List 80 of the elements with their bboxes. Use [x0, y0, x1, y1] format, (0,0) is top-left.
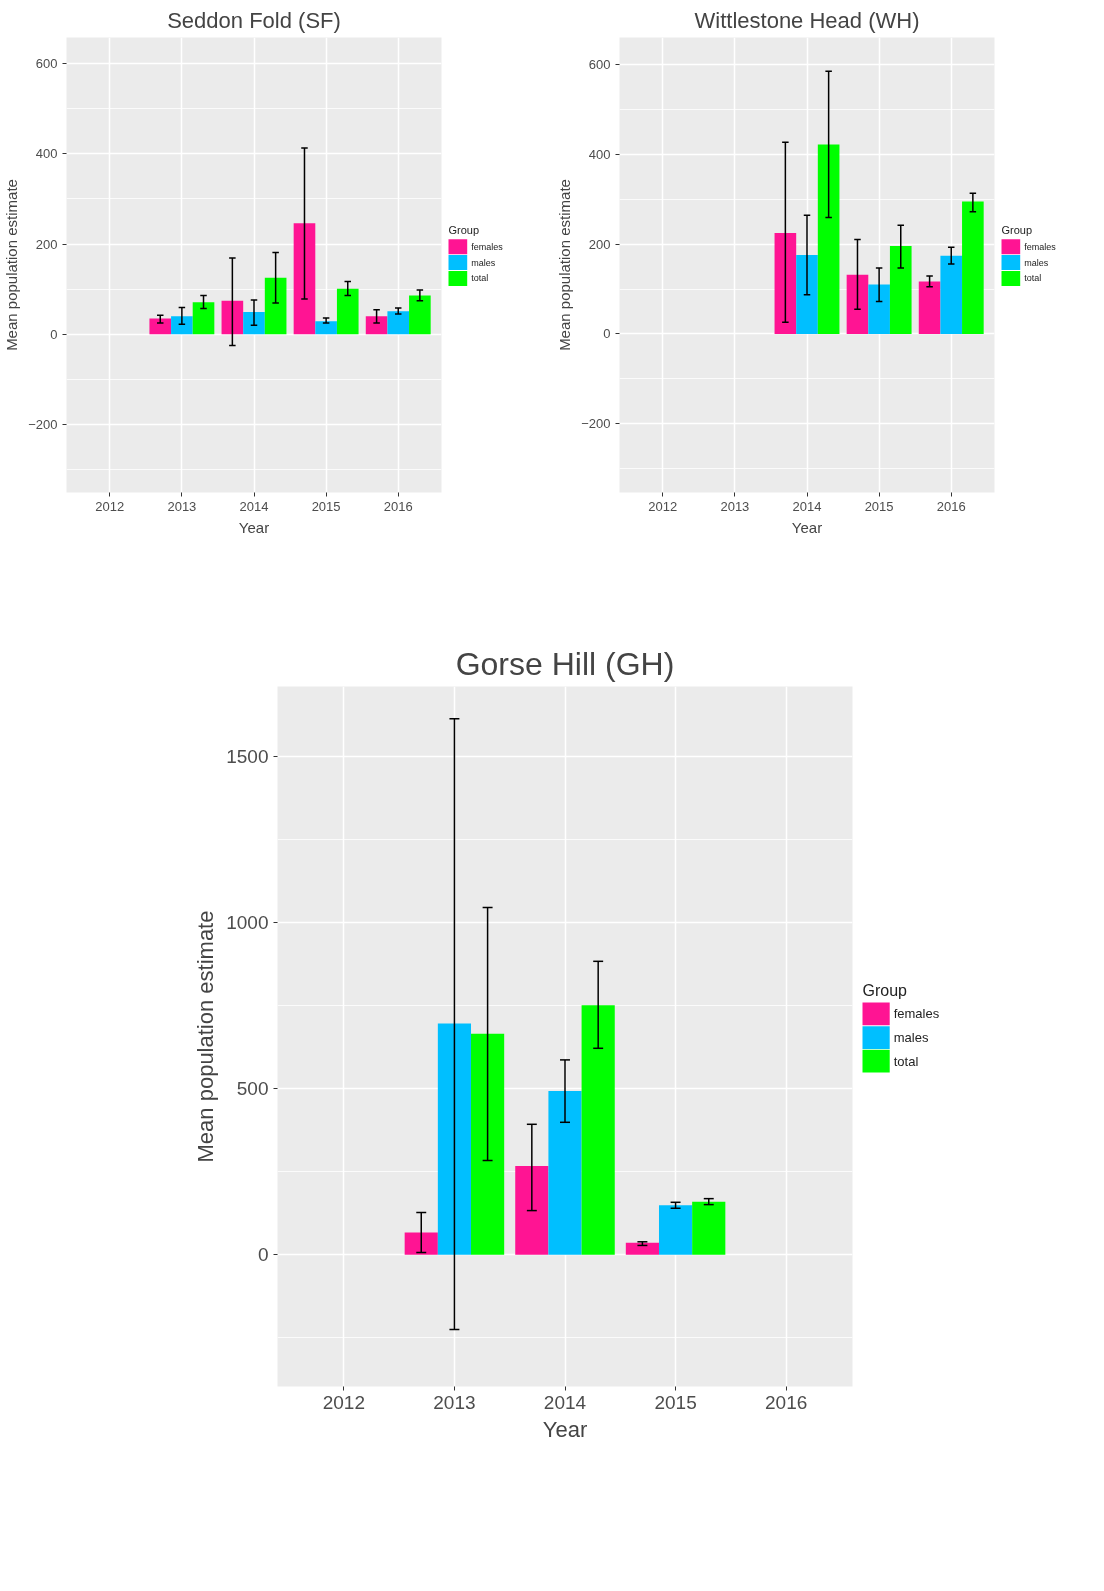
bar [409, 295, 431, 335]
y-tick-label: 400 [588, 146, 611, 162]
y-tick-label: 1000 [226, 912, 269, 934]
bar [548, 1091, 582, 1255]
bar [336, 288, 359, 335]
bar [365, 316, 388, 335]
legend-label: total [471, 273, 489, 284]
x-tick-label: 2012 [322, 1391, 365, 1413]
bar [868, 284, 890, 334]
bar [243, 312, 265, 335]
y-tick-label: −200 [28, 416, 58, 432]
x-tick-label: 2016 [936, 498, 966, 514]
legend-label: total [893, 1053, 919, 1069]
x-tick-label: 2015 [311, 498, 341, 514]
chart-title: Wittlestone Head (WH) [694, 7, 920, 33]
x-tick-label: 2015 [864, 498, 894, 514]
legend-title: Group [448, 224, 480, 237]
legend-label: females [471, 241, 504, 252]
y-tick-label: 200 [35, 236, 58, 252]
bar [918, 281, 941, 334]
y-tick-label: −200 [581, 416, 611, 432]
y-tick-label: 400 [35, 146, 58, 162]
x-axis-title: Year [238, 518, 270, 536]
bar [437, 1023, 472, 1255]
bar [515, 1166, 549, 1255]
bar [581, 1005, 615, 1255]
y-tick-label: 600 [35, 56, 58, 72]
y-axis-title: Mean population estimate [193, 910, 219, 1163]
x-tick-label: 2016 [765, 1391, 808, 1413]
y-tick-label: 200 [588, 236, 611, 252]
bar [471, 1033, 505, 1255]
chart-title: Seddon Fold (SF) [167, 7, 341, 33]
y-tick-label: 0 [50, 326, 58, 342]
bar [774, 232, 797, 334]
x-tick-label: 2015 [654, 1391, 697, 1413]
bar [387, 311, 410, 335]
y-axis-title: Mean population estimate [556, 179, 574, 351]
bar [404, 1232, 438, 1255]
bar [846, 274, 869, 334]
bar [293, 223, 316, 335]
legend-title: Group [1001, 224, 1033, 237]
y-tick-label: 1500 [226, 746, 269, 768]
x-tick-label: 2016 [383, 498, 413, 514]
legend-label: males [893, 1030, 929, 1046]
legend-label: females [893, 1006, 940, 1022]
y-tick-label: 600 [588, 56, 611, 72]
y-axis-title: Mean population estimate [3, 179, 21, 351]
bar [817, 144, 840, 334]
bar [658, 1205, 693, 1255]
legend-label: total [1024, 273, 1042, 284]
bar [692, 1201, 726, 1255]
legend-label: males [1024, 257, 1049, 268]
x-tick-label: 2014 [792, 498, 822, 514]
x-tick-label: 2012 [648, 498, 678, 514]
x-tick-label: 2014 [239, 498, 269, 514]
bar [889, 245, 912, 334]
bar [625, 1242, 659, 1255]
bar [264, 277, 287, 335]
legend-label: females [1024, 241, 1057, 252]
bar [171, 316, 193, 335]
bar [940, 255, 963, 334]
bar [221, 300, 244, 335]
bar [315, 321, 337, 335]
bar [962, 201, 984, 334]
x-axis-title: Year [791, 518, 823, 536]
bar [796, 254, 818, 334]
bar [192, 302, 215, 335]
x-tick-label: 2013 [167, 498, 197, 514]
x-tick-label: 2012 [95, 498, 125, 514]
chart-title: Gorse Hill (GH) [455, 645, 675, 682]
bar [149, 318, 172, 335]
x-axis-title: Year [542, 1416, 588, 1442]
y-tick-label: 500 [236, 1078, 269, 1100]
legend-label: males [471, 257, 496, 268]
y-tick-label: 0 [257, 1244, 269, 1266]
x-tick-label: 2013 [720, 498, 750, 514]
x-tick-label: 2013 [433, 1391, 476, 1413]
y-tick-label: 0 [603, 326, 611, 342]
x-tick-label: 2014 [543, 1391, 587, 1413]
legend-title: Group [862, 982, 908, 1000]
